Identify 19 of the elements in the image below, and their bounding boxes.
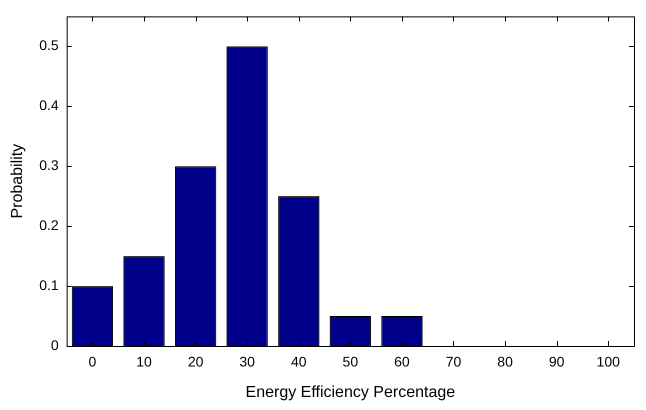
x-tick-label: 100 [596, 353, 620, 370]
x-tick-label: 70 [446, 353, 462, 370]
y-tick-label: 0.1 [39, 276, 59, 293]
y-tick-label: 0 [50, 336, 59, 353]
y-tick-label: 0.3 [39, 157, 59, 174]
x-tick-label: 40 [290, 353, 307, 370]
x-tick-label: 50 [342, 353, 358, 370]
x-tick-label: 10 [136, 353, 152, 370]
y-tick-label: 0.4 [39, 97, 59, 114]
x-axis-title: Energy Efficiency Percentage [246, 384, 456, 401]
y-tick-label: 0.5 [39, 37, 59, 54]
x-tick-label: 90 [548, 353, 565, 370]
x-tick-label: 80 [497, 353, 514, 370]
x-tick-label: 30 [239, 353, 256, 370]
y-axis-title: Probability [9, 144, 26, 219]
y-tick-label: 0.2 [39, 217, 59, 234]
x-tick-label: 20 [188, 353, 204, 370]
x-tick-label: 60 [394, 353, 410, 370]
x-tick-label: 0 [88, 353, 97, 370]
